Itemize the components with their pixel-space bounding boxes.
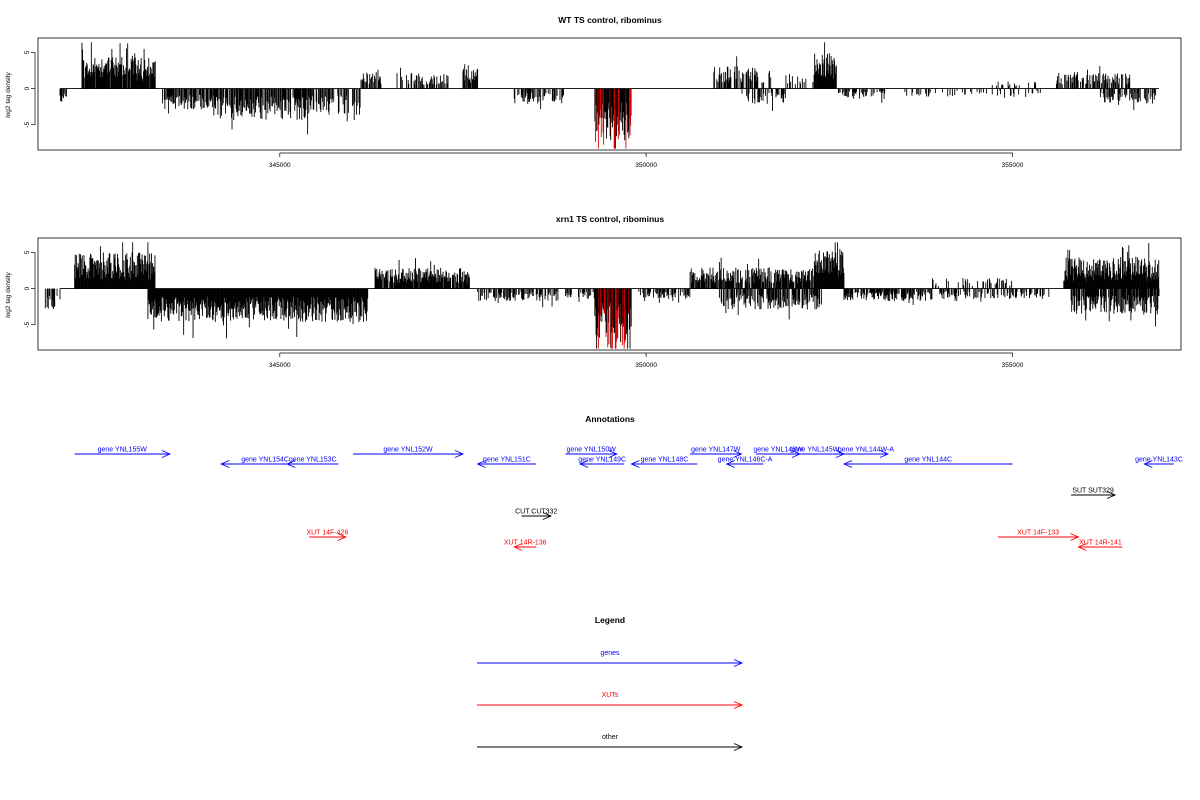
annotation-arrow-head [879, 450, 890, 458]
panel-xrn1-axes: 345000 350000 355000 5 0 -5 [24, 250, 1024, 369]
annotation-label: gene YNL144W-A [838, 447, 894, 454]
legend-arrow-head [733, 659, 744, 667]
annotation-label: CUT CUT332 [515, 509, 557, 516]
annotation-item: XUT 14F-133 [997, 530, 1080, 541]
annotation-arrow-head [1143, 460, 1153, 468]
panel-xrn1-ylabel: log2 tag density [5, 271, 12, 317]
annotation-label: gene YNL145W [790, 447, 840, 454]
annotation-label: gene YNL147W [691, 447, 741, 454]
annotation-item: gene YNL151C [476, 457, 537, 468]
legend-panel: Legend genes XUTs other [477, 615, 744, 751]
annotation-label: XUT 14R-141 [1079, 540, 1122, 547]
x-tick-label: 355000 [1002, 362, 1024, 369]
legend-item-xut: XUTs [477, 692, 744, 709]
legend-arrow-head [733, 743, 744, 751]
panel-wt-ylabel: log2 tag density [5, 71, 12, 117]
annotation-item: gene YNL143C [1135, 457, 1183, 468]
annotation-label: SUT SUT329 [1072, 488, 1114, 495]
legend-arrow-head [733, 701, 744, 709]
annotation-label: gene YNL152W [383, 447, 433, 454]
annotation-item: gene YNL144W-A [838, 447, 894, 458]
annotation-item: gene YNL153C [285, 457, 339, 468]
annotation-label: gene YNL155W [98, 447, 148, 454]
legend-items: genes XUTs other [477, 650, 744, 751]
annotation-item: XUT 14R-136 [504, 540, 547, 551]
annotation-item: gene YNL146C-A [718, 457, 773, 468]
panel-xrn1-frame [37, 237, 1182, 351]
annotation-item: gene YNL150W [565, 447, 618, 458]
annotation-item: gene YNL152W [353, 447, 465, 458]
y-tick-label: 5 [24, 250, 31, 254]
panel-wt-frame [37, 37, 1182, 151]
annotation-label: gene YNL153C [289, 457, 337, 464]
annotation-arrow-head [733, 450, 743, 458]
annotation-item: gene YNL155W [74, 447, 172, 458]
y-tick-label: 5 [24, 50, 31, 54]
panel-wt: WT TS control, ribominus 345000 350000 355… [5, 15, 1182, 169]
annotations-title: Annotations [585, 414, 635, 424]
annotation-arrow-head [725, 460, 735, 468]
annotation-arrow-head [1077, 543, 1087, 551]
annotation-label: gene YNL151C [483, 457, 531, 464]
x-tick-label: 350000 [635, 162, 657, 169]
annotation-track: gene YNL155W gene YNL154C gene YNL153C gene… [74, 447, 1183, 551]
annotation-arrow-head [1106, 491, 1117, 499]
annotation-label: gene YNL148C [641, 457, 689, 464]
annotation-label: gene YNL150W [567, 447, 617, 454]
annotation-label: gene YNL146W [753, 447, 803, 454]
annotation-item: SUT SUT329 [1071, 488, 1117, 499]
panel-wt-bars [59, 42, 1156, 149]
y-tick-label: 0 [24, 286, 31, 290]
annotation-arrow-head [454, 450, 465, 458]
annotation-item: XUT 14R-141 [1077, 540, 1123, 551]
annotation-label: XUT 14R-136 [504, 540, 547, 547]
annotation-item: gene YNL145W [785, 447, 846, 458]
legend-label: genes [600, 650, 620, 657]
annotation-item: XUT 14F-426 [306, 530, 348, 541]
panel-wt-title: WT TS control, ribominus [558, 15, 662, 25]
annotation-item: CUT CUT332 [515, 509, 557, 520]
annotation-arrow-head [337, 533, 347, 541]
panel-xrn1-bars [44, 242, 1160, 349]
annotation-arrow-head [1070, 533, 1080, 541]
annotation-arrow-head [476, 460, 486, 468]
y-tick-label: -5 [24, 321, 31, 327]
annotation-arrow-head [630, 460, 640, 468]
legend-item-gene: genes [477, 650, 744, 667]
y-tick-label: -5 [24, 121, 31, 127]
x-tick-label: 345000 [269, 362, 291, 369]
annotation-item: gene YNL144C [842, 457, 1013, 468]
annotation-arrow-head [220, 460, 230, 468]
legend-title: Legend [595, 615, 625, 625]
legend-label: XUTs [602, 692, 619, 699]
annotation-label: gene YNL144C [904, 457, 952, 464]
legend-item-other: other [477, 734, 744, 751]
annotation-label: gene YNL154C [241, 457, 289, 464]
annotation-arrow-head [842, 460, 853, 468]
x-tick-label: 355000 [1002, 162, 1024, 169]
panel-wt-axes: 345000 350000 355000 5 0 -5 [24, 50, 1024, 169]
annotation-arrow-head [285, 460, 296, 468]
annotation-label: gene YNL146C-A [718, 457, 773, 464]
annotation-item: gene YNL149C [578, 457, 626, 468]
annotation-arrow-head [513, 543, 523, 551]
annotation-label: gene YNL143C [1135, 457, 1183, 464]
x-tick-label: 345000 [269, 162, 291, 169]
annotation-label: XUT 14F-426 [306, 530, 348, 537]
annotation-item: gene YNL148C [630, 457, 698, 468]
panel-xrn1-title: xrn1 TS control, ribominus [556, 214, 664, 224]
annotation-arrow-head [542, 512, 553, 520]
annotation-label: gene YNL149C [578, 457, 626, 464]
annotation-arrow-head [608, 450, 618, 458]
panel-xrn1: xrn1 TS control, ribominus 345000 350000 3… [5, 214, 1182, 369]
x-tick-label: 350000 [635, 362, 657, 369]
legend-label: other [602, 734, 619, 741]
annotation-item: gene YNL147W [690, 447, 743, 458]
y-tick-label: 0 [24, 86, 31, 90]
annotation-arrow-head [161, 450, 172, 458]
annotation-arrow-head [579, 460, 589, 468]
annotation-label: XUT 14F-133 [1017, 530, 1059, 537]
